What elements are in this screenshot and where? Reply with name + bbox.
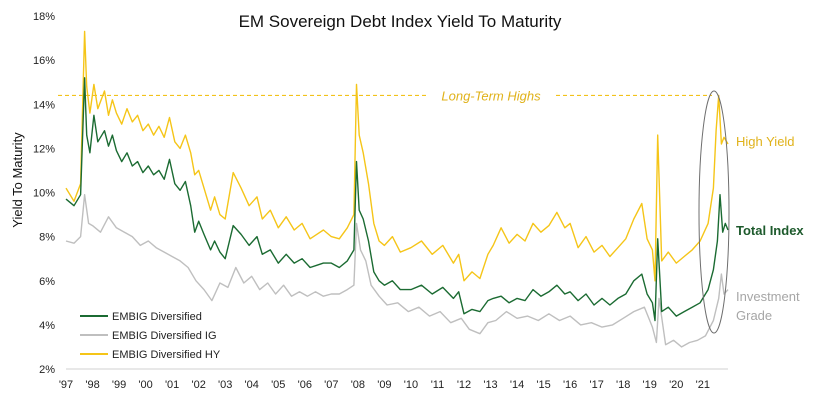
series-lines [65,30,729,348]
x-tick-label: '00 [138,379,152,391]
x-tick-label: '13 [483,379,497,391]
embig-diversified-hy-line [65,30,729,282]
x-tick-label: '04 [245,379,259,391]
legend-label-embig-diversified-hy: EMBIG Diversified HY [112,349,221,361]
y-tick-label: 10% [33,188,55,200]
x-tick-label: '11 [431,379,445,391]
x-tick-label: '98 [85,379,99,391]
legend-label-embig-diversified-ig: EMBIG Diversified IG [112,330,217,342]
annotation-grade: Grade [736,308,772,323]
x-tick-label: '07 [324,379,338,391]
x-tick-label: '05 [271,379,285,391]
y-axis-label: Yield To Maturity [10,132,25,228]
x-tick-label: '10 [404,379,418,391]
y-tick-label: 8% [39,232,55,244]
highlight-ellipse [698,90,730,334]
annotation-total-index: Total Index [736,223,804,238]
y-tick-label: 14% [33,99,55,111]
y-tick-label: 18% [33,11,55,23]
x-tick-label: '99 [112,379,126,391]
x-tick-label: '18 [616,379,630,391]
y-tick-label: 6% [39,276,55,288]
embig-diversified-line [65,77,729,322]
x-tick-label: '20 [669,379,683,391]
long-term-highs-label: Long-Term Highs [441,88,541,103]
x-tick-label: '03 [218,379,232,391]
x-tick-label: '08 [351,379,365,391]
x-tick-label: '15 [536,379,550,391]
y-tick-label: 12% [33,143,55,155]
embig-diversified-ig-line [65,193,729,348]
annotation-high-yield: High Yield [736,134,795,149]
x-tick-label: '16 [563,379,577,391]
x-tick-label: '19 [643,379,657,391]
y-tick-label: 2% [39,364,55,376]
annotation-investment: Investment [736,289,800,304]
x-tick-labels: '97 '98 '99 '00 '01 '02 '03 '04 '05 '06 '07 '08 '09 '… [59,379,710,391]
y-tick-label: 4% [39,320,55,332]
y-tick-labels: 2% 4% 6% 8% 10% 12% 14% 16% 18% [33,11,55,376]
x-tick-label: '14 [510,379,524,391]
x-tick-label: '97 [59,379,73,391]
x-tick-label: '01 [165,379,179,391]
chart-title: EM Sovereign Debt Index Yield To Maturit… [239,12,562,31]
x-tick-label: '06 [298,379,312,391]
x-tick-label: '02 [191,379,205,391]
legend-label-embig-diversified: EMBIG Diversified [112,311,202,323]
legend: EMBIG Diversified EMBIG Diversified IG E… [80,311,221,361]
long-term-highs-group: Long-Term Highs [58,88,712,103]
x-tick-label: '12 [457,379,471,391]
x-tick-label: '17 [589,379,603,391]
x-tick-label: '09 [377,379,391,391]
x-tick-label: '21 [696,379,710,391]
y-tick-label: 16% [33,55,55,67]
